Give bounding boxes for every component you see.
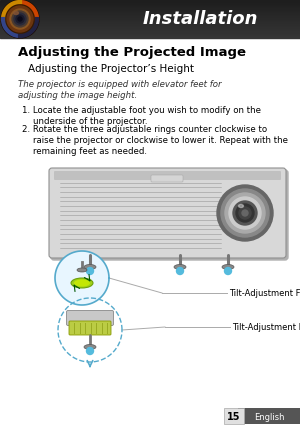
Circle shape — [239, 207, 251, 219]
Circle shape — [10, 9, 30, 29]
Circle shape — [7, 6, 33, 32]
Circle shape — [4, 3, 36, 35]
Text: Adjusting the Projector’s Height: Adjusting the Projector’s Height — [28, 64, 194, 74]
Bar — [0, 26, 300, 28]
Circle shape — [1, 0, 39, 38]
Bar — [0, 12, 300, 14]
Bar — [0, 2, 300, 4]
Text: Installation: Installation — [142, 10, 258, 28]
Circle shape — [224, 268, 232, 274]
Bar — [0, 36, 300, 38]
Bar — [0, 9, 300, 10]
Circle shape — [86, 268, 94, 274]
Circle shape — [242, 210, 248, 216]
Circle shape — [14, 13, 26, 25]
Text: The projector is equipped with elevator feet for
adjusting the image height.: The projector is equipped with elevator … — [18, 80, 221, 101]
Bar — [0, 29, 300, 30]
FancyBboxPatch shape — [67, 311, 113, 325]
Circle shape — [12, 11, 28, 27]
Bar — [0, 34, 300, 35]
Ellipse shape — [222, 265, 234, 270]
Circle shape — [86, 348, 94, 354]
Bar — [0, 27, 300, 29]
Text: 1. Locate the adjustable foot you wish to modify on the
    underside of the pro: 1. Locate the adjustable foot you wish t… — [22, 106, 261, 126]
Bar — [0, 22, 300, 24]
Bar — [0, 31, 300, 33]
Text: 2. Rotate the three adjustable rings counter clockwise to
    raise the projecto: 2. Rotate the three adjustable rings cou… — [22, 125, 288, 156]
Bar — [0, 20, 300, 22]
Circle shape — [176, 268, 184, 274]
Bar — [0, 25, 300, 26]
Bar — [0, 10, 300, 12]
Bar — [0, 21, 300, 23]
Circle shape — [225, 193, 265, 233]
Text: Tilt-Adjustment Ring: Tilt-Adjustment Ring — [232, 322, 300, 331]
Circle shape — [217, 185, 273, 241]
Ellipse shape — [238, 204, 244, 207]
FancyBboxPatch shape — [151, 175, 183, 182]
Circle shape — [233, 201, 257, 225]
Bar — [0, 7, 300, 9]
Ellipse shape — [14, 12, 19, 14]
Circle shape — [229, 197, 261, 229]
Ellipse shape — [71, 278, 93, 288]
FancyBboxPatch shape — [54, 171, 281, 180]
FancyBboxPatch shape — [49, 168, 286, 258]
Ellipse shape — [84, 265, 96, 270]
Bar — [0, 32, 300, 34]
Bar — [0, 11, 300, 13]
FancyBboxPatch shape — [51, 170, 288, 260]
Bar — [0, 1, 300, 3]
Circle shape — [236, 204, 254, 222]
FancyBboxPatch shape — [69, 321, 111, 335]
Bar — [0, 0, 300, 1]
Ellipse shape — [77, 268, 87, 272]
Bar — [0, 30, 300, 32]
Bar — [0, 14, 300, 15]
Circle shape — [16, 15, 24, 23]
Bar — [0, 3, 300, 5]
Bar — [0, 16, 300, 18]
Ellipse shape — [174, 265, 186, 270]
Bar — [238, 408, 300, 424]
Circle shape — [18, 17, 22, 21]
Bar — [0, 35, 300, 37]
Text: 15: 15 — [227, 412, 241, 422]
Text: Adjusting the Projected Image: Adjusting the Projected Image — [18, 46, 246, 59]
Bar — [0, 17, 300, 19]
Bar — [0, 5, 300, 6]
Ellipse shape — [84, 345, 96, 349]
Bar — [0, 23, 300, 25]
Bar — [224, 408, 244, 424]
Bar — [0, 18, 300, 20]
Bar — [0, 15, 300, 17]
Bar — [0, 6, 300, 8]
Text: Tilt-Adjustment Feet: Tilt-Adjustment Feet — [229, 288, 300, 297]
Text: English: English — [254, 412, 284, 421]
Ellipse shape — [74, 279, 90, 287]
Circle shape — [55, 251, 109, 305]
Circle shape — [221, 189, 269, 237]
